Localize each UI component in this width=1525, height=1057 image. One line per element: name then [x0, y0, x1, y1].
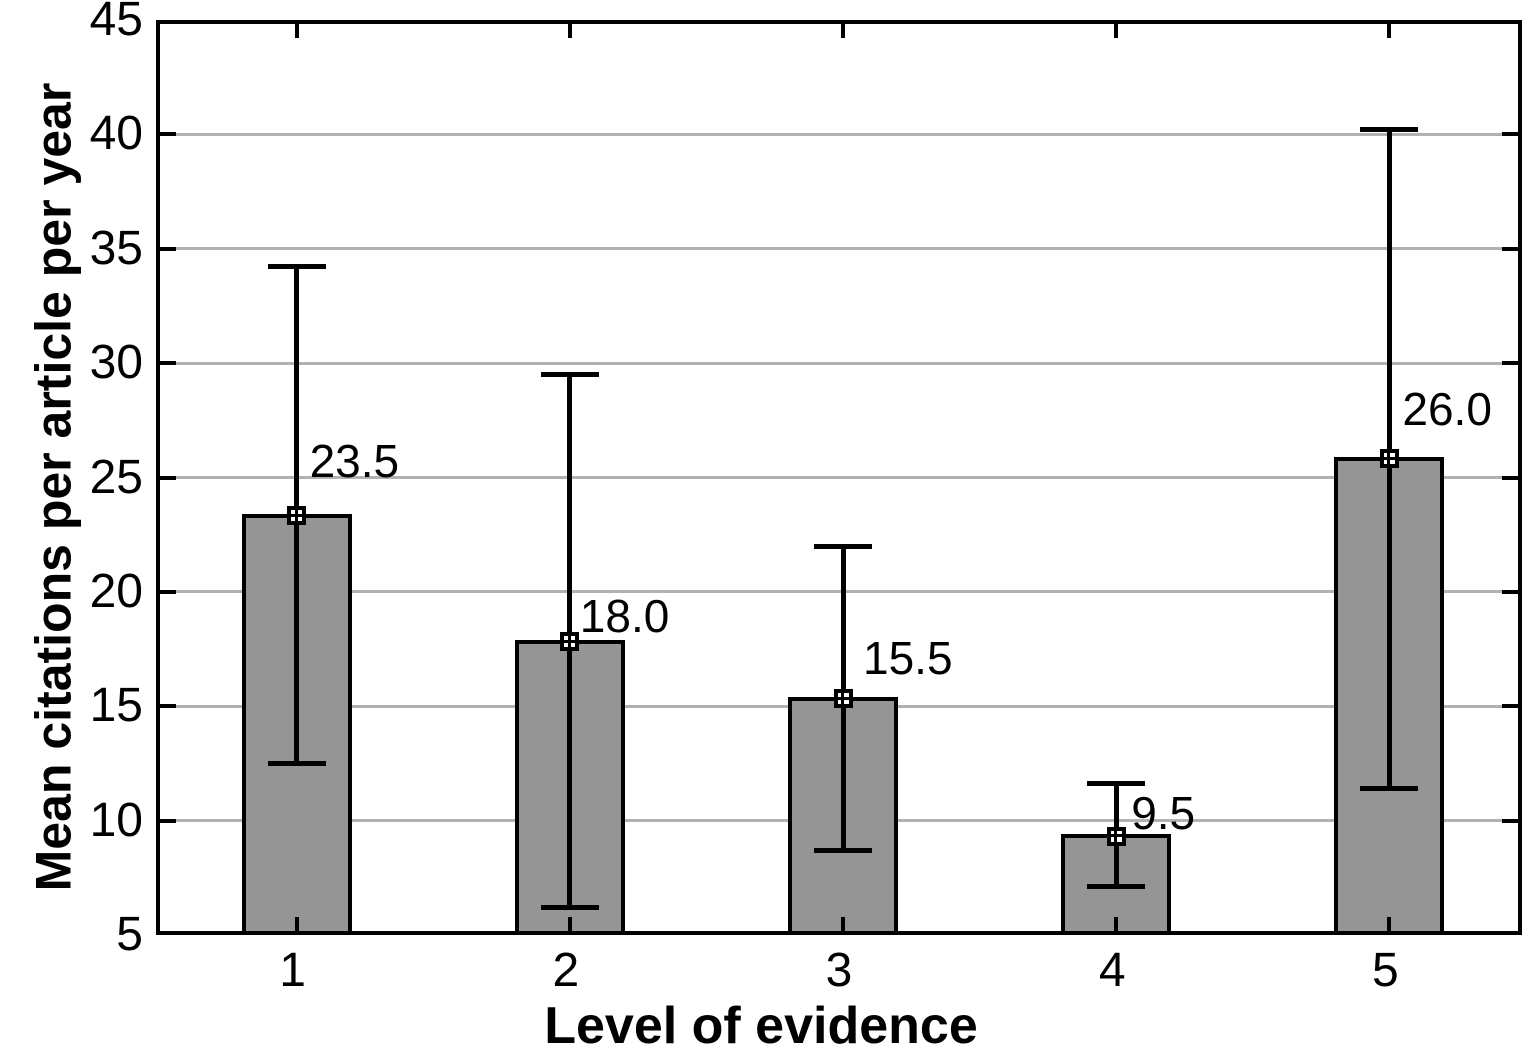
x-axis-tick-label: 2: [552, 944, 580, 997]
y-axis-tick-label: 20: [89, 564, 143, 618]
error-bar-cap-top: [540, 371, 599, 377]
marker-cross-vertical: [841, 693, 844, 705]
y-axis-tick-label: 30: [89, 336, 143, 390]
y-axis-tick-label: 5: [116, 908, 143, 961]
x-axis-tick-top: [294, 24, 299, 38]
mean-marker: [1379, 449, 1399, 469]
gridline: [160, 361, 1518, 365]
gridline: [160, 132, 1518, 136]
error-bar-cap-bottom: [1360, 786, 1419, 792]
x-axis-tick-top: [1114, 24, 1119, 38]
x-axis-tick-bottom: [1387, 917, 1392, 931]
mean-marker: [1106, 826, 1126, 846]
y-axis-tick-label: 10: [89, 793, 143, 847]
error-bar-cap-bottom: [267, 760, 326, 766]
y-axis-tick-left: [160, 818, 176, 823]
y-axis-tick-right: [1502, 361, 1518, 366]
y-axis-tick-right: [1502, 475, 1518, 480]
y-axis-tick-label: 25: [89, 450, 143, 504]
x-axis-tick-bottom: [567, 917, 572, 931]
y-axis-tick-right: [1502, 589, 1518, 594]
marker-cross-vertical: [567, 636, 571, 648]
x-axis-tick-top: [841, 24, 845, 38]
x-axis-tick-top: [567, 24, 572, 38]
value-label: 18.0: [579, 589, 670, 642]
y-axis-tick-left: [160, 246, 176, 251]
y-axis-tick-label: 15: [89, 679, 143, 733]
error-bar-cap-bottom: [1087, 884, 1146, 890]
marker-cross-vertical: [294, 510, 298, 522]
x-axis-tick-top: [1387, 24, 1392, 38]
y-axis-tick-label: 45: [89, 0, 143, 46]
y-axis-tick-left: [160, 589, 176, 594]
error-bar-cap-top: [1360, 127, 1419, 133]
mean-marker: [833, 689, 853, 709]
plot-area: [156, 20, 1522, 935]
error-bar-cap-bottom: [540, 904, 599, 910]
value-label: 15.5: [863, 631, 953, 684]
x-axis-tick-label: 1: [279, 944, 306, 997]
gridline: [160, 476, 1518, 479]
marker-cross-vertical: [1387, 453, 1391, 465]
error-bar-cap-top: [814, 543, 872, 549]
x-axis-tick-label: 3: [825, 944, 853, 997]
mean-marker: [287, 506, 307, 526]
value-label: 23.5: [309, 434, 400, 487]
y-axis-tick-left: [160, 132, 176, 137]
y-axis-tick-label: 40: [89, 107, 143, 161]
mean-marker: [560, 632, 580, 652]
x-axis-tick-label: 4: [1098, 944, 1126, 997]
gridline: [160, 247, 1518, 251]
gridline: [160, 590, 1518, 594]
y-axis-tick-left: [160, 704, 176, 709]
y-axis-tick-right: [1502, 818, 1518, 823]
error-bar-cap-top: [267, 264, 326, 270]
y-axis-tick-label: 35: [89, 221, 143, 275]
value-label: 9.5: [1131, 787, 1196, 840]
x-axis-title: Level of evidence: [544, 997, 978, 1055]
x-axis-tick-label: 5: [1372, 944, 1399, 997]
x-axis-tick-bottom: [841, 917, 845, 931]
marker-cross-vertical: [1114, 830, 1118, 842]
error-bar-cap-bottom: [814, 847, 872, 853]
y-axis-tick-left: [160, 475, 176, 480]
value-label: 26.0: [1402, 382, 1492, 435]
error-bar-cap-top: [1087, 781, 1146, 787]
x-axis-tick-bottom: [294, 917, 299, 931]
y-axis-tick-right: [1502, 246, 1518, 251]
y-axis-tick-left: [160, 361, 176, 366]
y-axis-tick-right: [1502, 132, 1518, 137]
x-axis-tick-bottom: [1114, 917, 1119, 931]
y-axis-tick-right: [1502, 704, 1518, 709]
